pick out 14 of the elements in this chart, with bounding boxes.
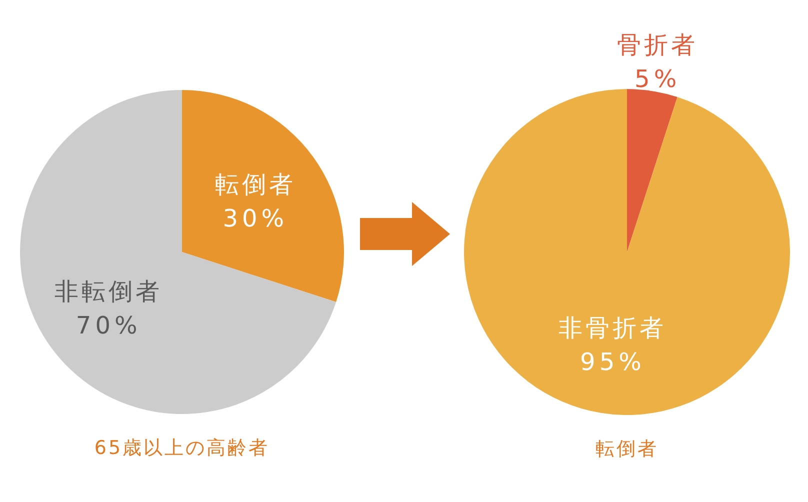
data-label: 70% <box>76 311 142 340</box>
pie-slice <box>464 89 790 415</box>
slice-label: 非転倒者 <box>54 277 163 306</box>
text: 転倒者 <box>596 438 658 460</box>
pie-slice <box>627 89 678 252</box>
data-label: 5% <box>634 64 681 93</box>
slice-label: 骨折者 <box>617 30 698 59</box>
text: 65歳以上の高齢者 <box>94 437 270 459</box>
slice-label: 非骨折者 <box>558 314 667 342</box>
data-label: 95% <box>580 348 646 376</box>
slice-label: 転倒者 <box>214 170 296 199</box>
data-label: 30% <box>222 204 288 233</box>
pie-slice <box>20 90 336 414</box>
pie-slice <box>182 90 344 302</box>
